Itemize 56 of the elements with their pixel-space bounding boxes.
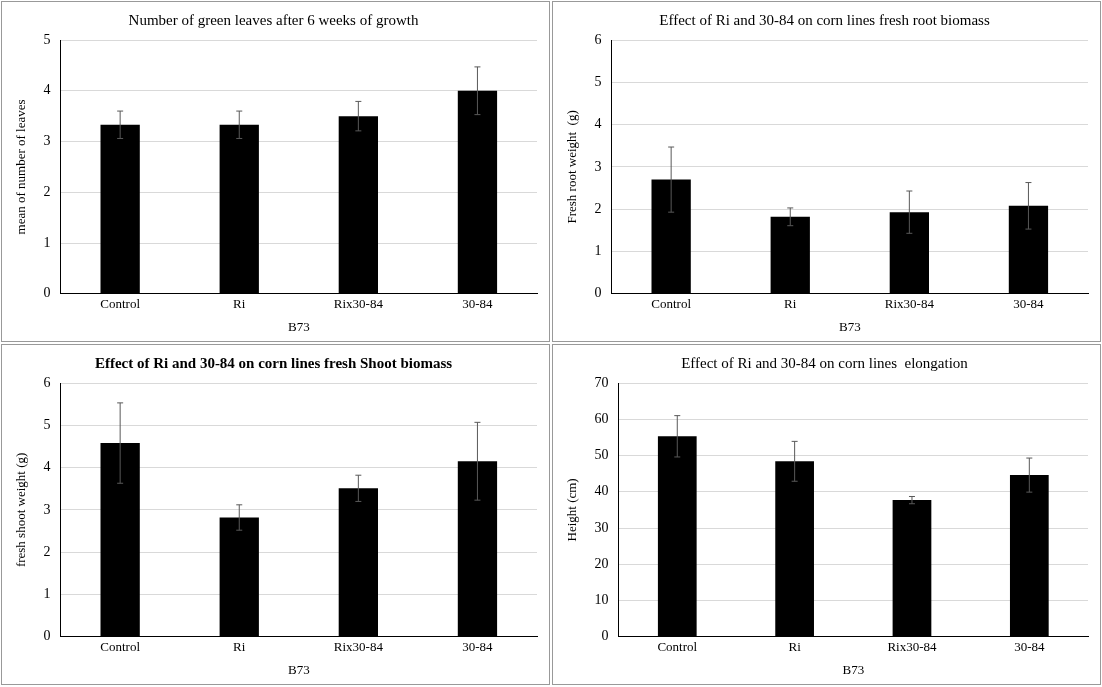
x-tick-label: Control bbox=[651, 296, 692, 312]
y-axis-title: mean of number of leaves bbox=[13, 99, 29, 235]
x-tick-label: Rix30-84 bbox=[884, 296, 935, 312]
y-tick-label: 70 bbox=[594, 374, 609, 390]
x-tick-label: Rix30-84 bbox=[333, 639, 384, 655]
chart-title: Effect of Ri and 30-84 on corn lines elongation bbox=[681, 354, 969, 371]
chart-title: Effect of Ri and 30-84 on corn lines fresh root biomass bbox=[659, 11, 990, 28]
y-tick-label: 3 bbox=[43, 501, 51, 517]
y-tick-label: 6 bbox=[43, 374, 51, 390]
y-axis-title: fresh shoot weight (g) bbox=[13, 452, 29, 568]
y-tick-label: 5 bbox=[43, 416, 51, 432]
x-tick-label: Ri bbox=[233, 296, 246, 312]
y-tick-label: 1 bbox=[43, 234, 51, 250]
x-tick-label: 30-84 bbox=[462, 296, 494, 312]
y-tick-label: 2 bbox=[43, 543, 51, 559]
y-tick-label: 3 bbox=[43, 133, 51, 149]
x-tick-label: Control bbox=[100, 296, 141, 312]
x-axis-title: B73 bbox=[838, 318, 861, 334]
y-tick-label: 20 bbox=[594, 555, 609, 571]
y-tick-label: 4 bbox=[594, 116, 602, 132]
y-tick-label: 0 bbox=[43, 628, 51, 644]
y-tick-label: 0 bbox=[601, 628, 609, 644]
x-tick-label: 30-84 bbox=[1013, 296, 1045, 312]
y-tick-label: 5 bbox=[594, 73, 602, 89]
y-tick-label: 5 bbox=[43, 31, 51, 47]
y-tick-label: 0 bbox=[43, 285, 51, 301]
x-tick-label: 30-84 bbox=[1014, 639, 1045, 655]
x-tick-label: Rix30-84 bbox=[333, 296, 384, 312]
x-tick-label: Ri bbox=[233, 639, 246, 655]
y-tick-label: 2 bbox=[594, 200, 602, 216]
x-tick-label: Control bbox=[657, 639, 698, 655]
y-tick-label: 50 bbox=[594, 447, 609, 463]
y-tick-label: 4 bbox=[43, 459, 51, 475]
y-tick-label: 6 bbox=[594, 31, 602, 47]
x-tick-label: Ri bbox=[784, 296, 797, 312]
chart-title: Number of green leaves after 6 weeks of growth bbox=[128, 11, 419, 28]
y-tick-label: 40 bbox=[594, 483, 609, 499]
x-axis-title: B73 bbox=[287, 318, 310, 334]
y-tick-label: 2 bbox=[43, 183, 51, 199]
y-axis-title: Fresh root weight (g) bbox=[564, 110, 580, 224]
x-tick-label: Rix30-84 bbox=[887, 639, 938, 655]
y-tick-label: 30 bbox=[594, 519, 609, 535]
y-tick-label: 10 bbox=[594, 592, 609, 608]
y-tick-label: 0 bbox=[594, 285, 602, 301]
x-tick-label: Ri bbox=[788, 639, 802, 655]
y-tick-label: 60 bbox=[594, 410, 609, 426]
x-tick-label: 30-84 bbox=[462, 639, 494, 655]
chart-title: Effect of Ri and 30-84 on corn lines fresh Shoot biomass bbox=[94, 354, 453, 371]
x-axis-title: B73 bbox=[287, 661, 310, 677]
x-axis-title: B73 bbox=[842, 661, 865, 677]
y-tick-label: 1 bbox=[43, 586, 51, 602]
y-tick-label: 1 bbox=[594, 243, 602, 259]
y-tick-label: 4 bbox=[43, 82, 51, 98]
x-tick-label: Control bbox=[100, 639, 141, 655]
y-axis-title: Height (cm) bbox=[564, 478, 580, 542]
y-tick-label: 3 bbox=[594, 158, 602, 174]
